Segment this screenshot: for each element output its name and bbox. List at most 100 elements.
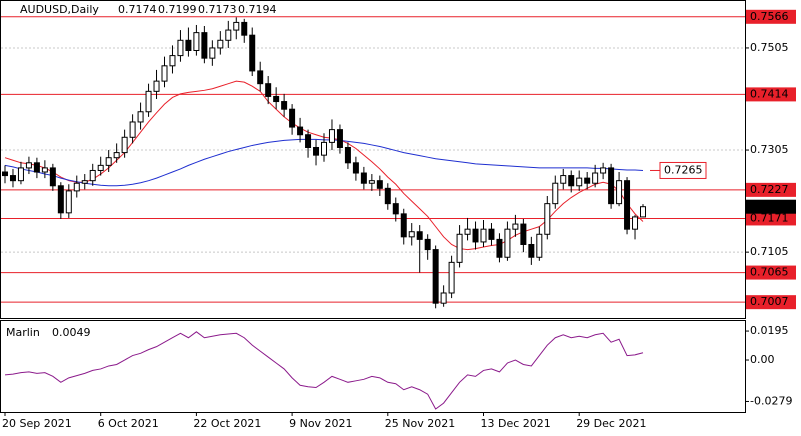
- header: AUDUSD,Daily 0.7174 0.7199 0.7173 0.7194…: [6, 3, 277, 339]
- indicator-value: 0.0049: [52, 326, 91, 339]
- candle-body: [249, 34, 256, 72]
- candle-body: [600, 167, 607, 174]
- main-panel: [0, 0, 746, 319]
- indicator-panel: [0, 320, 746, 413]
- candle-body: [41, 167, 48, 173]
- candle-body: [289, 108, 296, 128]
- candle-body: [544, 203, 551, 235]
- x-tick-label: 22 Oct 2021: [193, 417, 261, 430]
- header-close: 0.7194: [238, 3, 277, 16]
- last-price-box: [746, 199, 796, 214]
- candle-body: [25, 162, 32, 169]
- level-label: 0.7065: [750, 266, 789, 279]
- y-tick-label: 0.7305: [750, 143, 789, 156]
- ma-label-box: [659, 161, 707, 179]
- candle-body: [576, 177, 583, 187]
- candle-body: [9, 175, 16, 182]
- x-tick-label: 20 Sep 2021: [2, 417, 72, 430]
- indicator-line: [4, 331, 644, 410]
- candle-body: [297, 126, 304, 136]
- candle-body: [225, 29, 232, 41]
- ma-label: 0.7265: [664, 163, 703, 176]
- candle-body: [233, 21, 240, 31]
- x-tick-label: 6 Oct 2021: [98, 417, 159, 430]
- candle-body: [552, 182, 559, 205]
- candle-body: [432, 249, 439, 304]
- level-label-box: [746, 87, 796, 102]
- candle-body: [105, 157, 112, 166]
- candle-body: [241, 21, 248, 36]
- candle-body: [177, 39, 184, 57]
- candle-body: [265, 83, 272, 97]
- candle-body: [464, 228, 471, 235]
- candle-body: [536, 233, 543, 258]
- candle-body: [480, 228, 487, 243]
- last-price-label: 0.7194: [750, 200, 789, 213]
- chart-title: AUDUSD,Daily: [20, 3, 99, 16]
- candle-body: [73, 182, 80, 192]
- candle-body: [568, 175, 575, 187]
- candle-body: [592, 172, 599, 184]
- candle-body: [400, 213, 407, 238]
- candle-body: [624, 180, 631, 230]
- level-label-box: [746, 9, 796, 24]
- level-label-box: [746, 295, 796, 310]
- candle-body: [360, 172, 367, 184]
- candle-body: [472, 228, 479, 243]
- candle-body: [384, 187, 391, 205]
- candle-body: [209, 47, 216, 59]
- y-tick-label: 0.0195: [750, 324, 789, 337]
- candle-body: [440, 292, 447, 304]
- candle-body: [424, 238, 431, 251]
- candle-body: [336, 129, 343, 148]
- header-high: 0.7199: [158, 3, 197, 16]
- y-tick-label: 0.7105: [750, 245, 789, 258]
- candle-body: [512, 223, 519, 230]
- candle-body: [584, 177, 591, 184]
- candle-body: [328, 129, 335, 143]
- candle-body: [528, 243, 535, 258]
- header-open: 0.7174: [118, 3, 157, 16]
- candle-body: [97, 164, 104, 171]
- candle-body: [193, 32, 200, 51]
- candle-body: [560, 175, 567, 184]
- candle-body: [33, 162, 40, 173]
- candle-body: [305, 134, 312, 148]
- candle-body: [321, 141, 327, 156]
- y-tick-label: 0.00: [750, 353, 775, 366]
- y-tick-label: -0.0279: [750, 394, 792, 407]
- candle-body: [137, 111, 144, 123]
- level-label: 0.7566: [750, 10, 789, 23]
- candle-body: [161, 65, 168, 82]
- y-tick-label: 0.7505: [750, 41, 789, 54]
- candle-body: [456, 233, 463, 263]
- candle-body: [608, 167, 615, 205]
- candle-body: [129, 121, 136, 138]
- candle-body: [169, 55, 176, 67]
- level-label: 0.7227: [750, 183, 789, 196]
- candle-body: [217, 39, 224, 49]
- candle-body: [632, 216, 639, 230]
- level-label: 0.7414: [750, 87, 789, 100]
- x-tick-label: 25 Nov 2021: [385, 417, 455, 430]
- level-label-box: [746, 265, 796, 280]
- x-tick-label: 9 Nov 2021: [289, 417, 352, 430]
- header-low: 0.7173: [198, 3, 237, 16]
- candle-body: [504, 228, 511, 258]
- candle-body: [616, 180, 623, 205]
- candle-body: [313, 146, 320, 156]
- candle-body: [273, 95, 280, 103]
- candle-body: [488, 228, 495, 240]
- level-label-box: [746, 211, 796, 226]
- x-tick-label: 29 Dec 2021: [576, 417, 646, 430]
- candle-body: [640, 206, 646, 218]
- candle-body: [201, 32, 208, 59]
- candle-body: [65, 190, 72, 214]
- level-label: 0.7007: [750, 295, 789, 308]
- candle-body: [257, 70, 264, 85]
- candle-body: [448, 261, 455, 294]
- x-tick-label: 13 Dec 2021: [481, 417, 551, 430]
- level-label-box: [746, 182, 796, 197]
- candle-body: [185, 39, 192, 51]
